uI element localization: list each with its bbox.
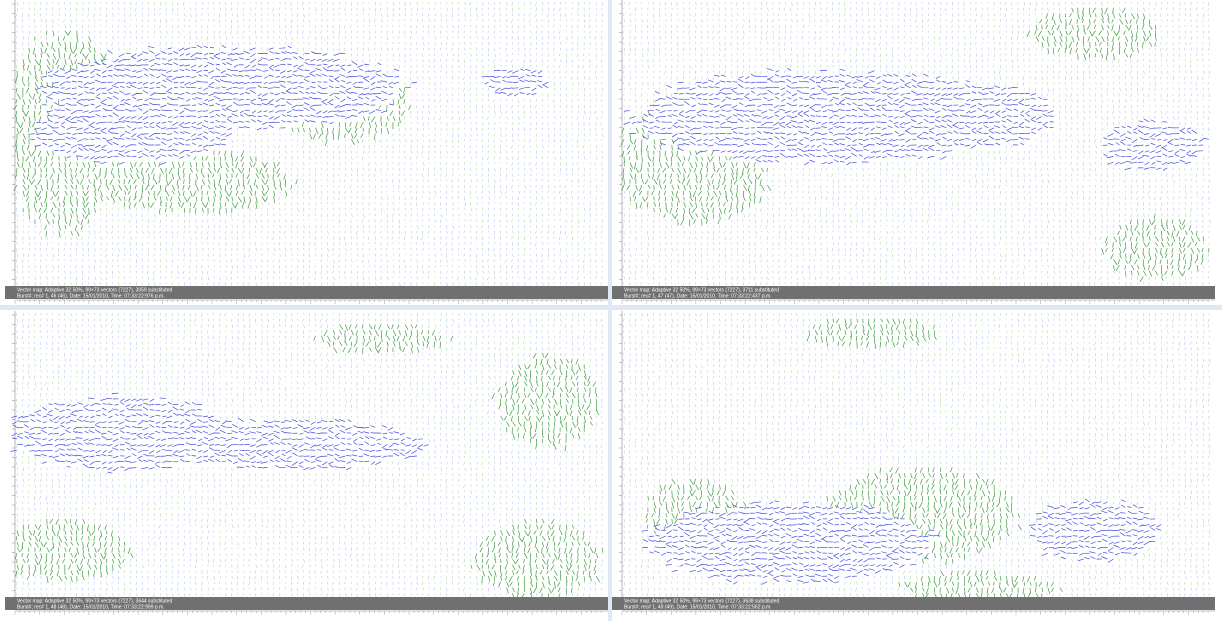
vectors-light xyxy=(622,1,1211,287)
caption: Vector map: Adaptive 32 50%, 99×73 vecto… xyxy=(624,599,779,605)
caption: Vector map: Adaptive 32 50%, 99×73 vecto… xyxy=(17,599,172,605)
vectors xyxy=(620,7,1210,283)
status-bar xyxy=(5,597,608,610)
vectors xyxy=(14,324,604,600)
vectors xyxy=(10,392,430,474)
vectors-light xyxy=(15,1,604,287)
caption: Vector map: Adaptive 32 50%, 99×73 vecto… xyxy=(17,288,172,294)
vectors xyxy=(13,30,412,238)
status-bar xyxy=(612,597,1215,610)
plot-area xyxy=(5,0,608,286)
status-bar xyxy=(5,286,608,299)
plot-area xyxy=(612,0,1215,286)
vectors-light xyxy=(15,312,604,598)
vectors xyxy=(623,67,1210,171)
info: Burst#; rec# 1, 47 (47), Date: 15/01/201… xyxy=(624,294,772,300)
divider xyxy=(608,0,612,621)
vectors-light xyxy=(15,312,604,598)
vector-panel: Vector map: Adaptive 32 50%, 99×73 vecto… xyxy=(612,0,1215,304)
vector-panel: Vector map: Adaptive 32 50%, 99×73 vecto… xyxy=(612,311,1215,615)
vectors-light xyxy=(622,1,1211,287)
vectors-light xyxy=(15,1,604,287)
info: Burst#; rec# 1, 49 (49), Date: 15/01/201… xyxy=(624,605,772,611)
divider xyxy=(0,305,1222,310)
info: Burst#; rec# 1, 48 (48), Date: 15/01/201… xyxy=(17,605,165,611)
vector-panel: Vector map: Adaptive 32 50%, 99×73 vecto… xyxy=(5,0,608,304)
caption: Vector map: Adaptive 32 50%, 99×73 vecto… xyxy=(624,288,779,294)
vectors xyxy=(645,318,1063,601)
vector-panel: Vector map: Adaptive 32 50%, 99×73 vecto… xyxy=(5,311,608,615)
vectors-light xyxy=(622,312,1211,598)
vectors xyxy=(641,498,1162,585)
plot-area xyxy=(5,311,608,597)
vectors-light xyxy=(622,312,1211,598)
status-bar xyxy=(612,286,1215,299)
plot-area xyxy=(612,311,1215,597)
vectors xyxy=(29,44,549,166)
info: Burst#; rec# 1, 46 (46), Date: 15/01/201… xyxy=(17,294,165,300)
